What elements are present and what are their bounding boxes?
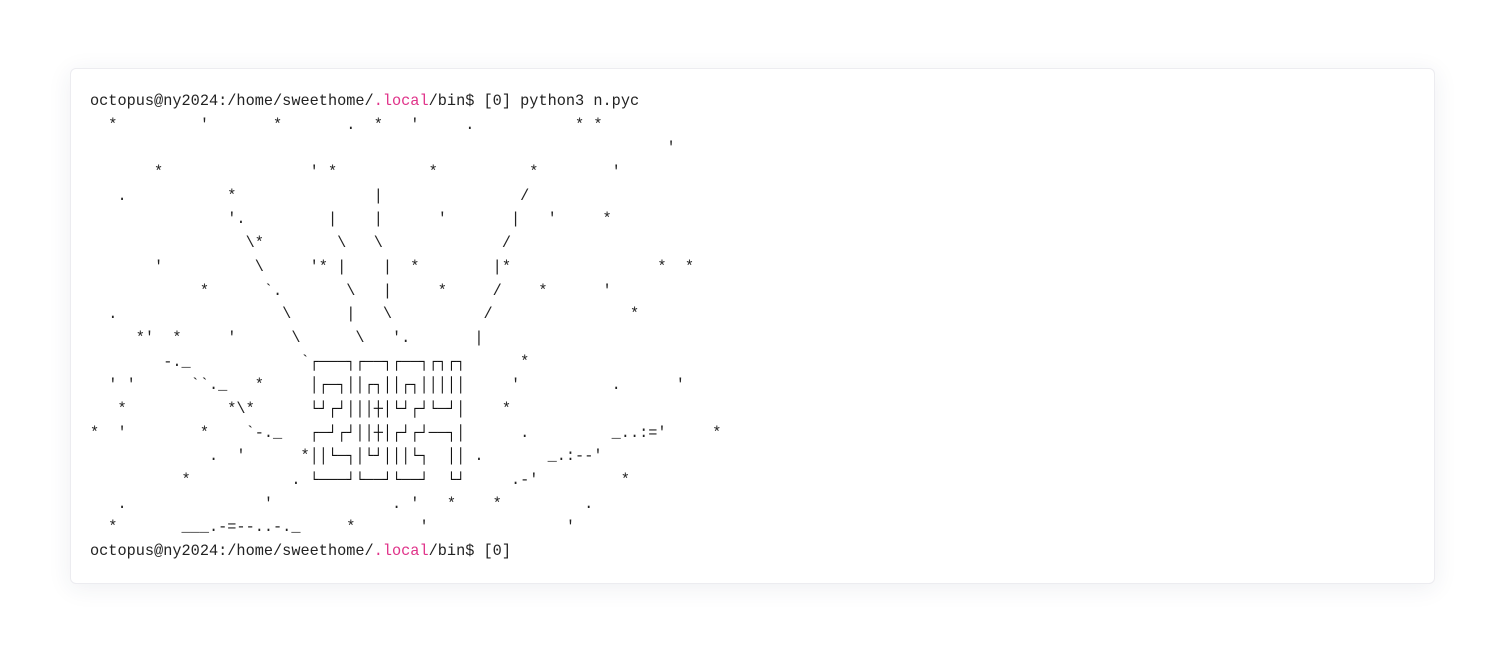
prompt-line: octopus@ny2024:/home/sweethome/.local/bi… xyxy=(90,540,721,564)
art-line: ' \ '* | | * |* * * xyxy=(90,257,694,276)
art-line: * ' * . * ' . * * xyxy=(90,115,603,134)
art-line: '. | | ' | ' * xyxy=(90,210,612,229)
prompt-suffix: /bin$ [0] xyxy=(428,542,511,561)
art-line: ' xyxy=(90,139,676,158)
art-left: * . xyxy=(90,471,310,489)
art-line: . \ | \ / * xyxy=(90,305,640,324)
art-right: * xyxy=(465,399,511,418)
art-box-line: ' ' ``._ * │┌─┐││┌┐││┌┐│││││ ' . ' xyxy=(90,374,721,398)
art-left: * ' * `-._ xyxy=(90,423,310,442)
prompt-highlight: .local xyxy=(373,92,429,110)
art-line: * ' * * * ' xyxy=(90,163,621,182)
year-logo-row: ││└─┐│└┘│││└┐ ││ xyxy=(309,447,466,466)
art-right: . _..:=' * xyxy=(465,423,722,442)
art-line: *' * ' \ \ '. | xyxy=(90,328,484,347)
command-prompt-line: octopus@ny2024:/home/sweethome/.local/bi… xyxy=(90,90,721,114)
art-left: ' ' ``._ * xyxy=(90,376,310,395)
prompt-highlight: .local xyxy=(373,542,429,561)
art-box-line: * ' * `-._ ┌─┘┌┘││┼│┌┘┌┘──┐│ . _..:=' * xyxy=(90,422,721,446)
art-box-line: * . └───┘└──┘└──┘ └┘ .-' * xyxy=(90,469,721,493)
art-left: . ' * xyxy=(90,447,310,466)
art-right: . _.:--' xyxy=(465,447,603,466)
art-left: * *\* xyxy=(90,399,310,418)
prompt-suffix: /bin$ [0] xyxy=(428,92,511,110)
year-logo-row: └┘┌┘│││┼│└┘┌┘└─┘│ xyxy=(309,399,466,418)
command-text: python3 n.pyc xyxy=(511,92,640,110)
terminal-window: octopus@ny2024:/home/sweethome/.local/bi… xyxy=(70,68,1435,584)
art-right: ' . ' xyxy=(465,376,685,395)
prompt-path: octopus@ny2024:/home/sweethome/ xyxy=(90,542,374,561)
year-logo-row: └───┘└──┘└──┘ └┘ xyxy=(309,471,466,489)
year-logo-row: ┌───┐┌──┐┌──┐┌┐┌┐ xyxy=(309,352,466,371)
art-line: \* \ \ / xyxy=(90,234,511,253)
art-box-line: * *\* └┘┌┘│││┼│└┘┌┘└─┘│ * xyxy=(90,398,721,422)
art-box-line: -._ `┌───┐┌──┐┌──┐┌┐┌┐ * xyxy=(90,351,721,375)
year-logo-row: ┌─┘┌┘││┼│┌┘┌┘──┐│ xyxy=(309,423,466,442)
art-line: * `. \ | * / * ' xyxy=(90,281,612,300)
year-logo-row: │┌─┐││┌┐││┌┐│││││ xyxy=(309,376,466,395)
art-line: . ' . ' * * . xyxy=(90,494,594,513)
art-right: .-' * xyxy=(465,471,630,489)
art-box-line: . ' *││└─┐│└┘│││└┐ ││ . _.:--' xyxy=(90,445,721,469)
art-line: . * | / xyxy=(90,186,530,205)
art-line: * ___.-=--..-._ * ' ' xyxy=(90,518,576,537)
terminal-output[interactable]: octopus@ny2024:/home/sweethome/.local/bi… xyxy=(90,90,721,564)
prompt-path: octopus@ny2024:/home/sweethome/ xyxy=(90,92,374,110)
art-right: * xyxy=(465,352,530,371)
art-left: -._ ` xyxy=(90,352,310,371)
